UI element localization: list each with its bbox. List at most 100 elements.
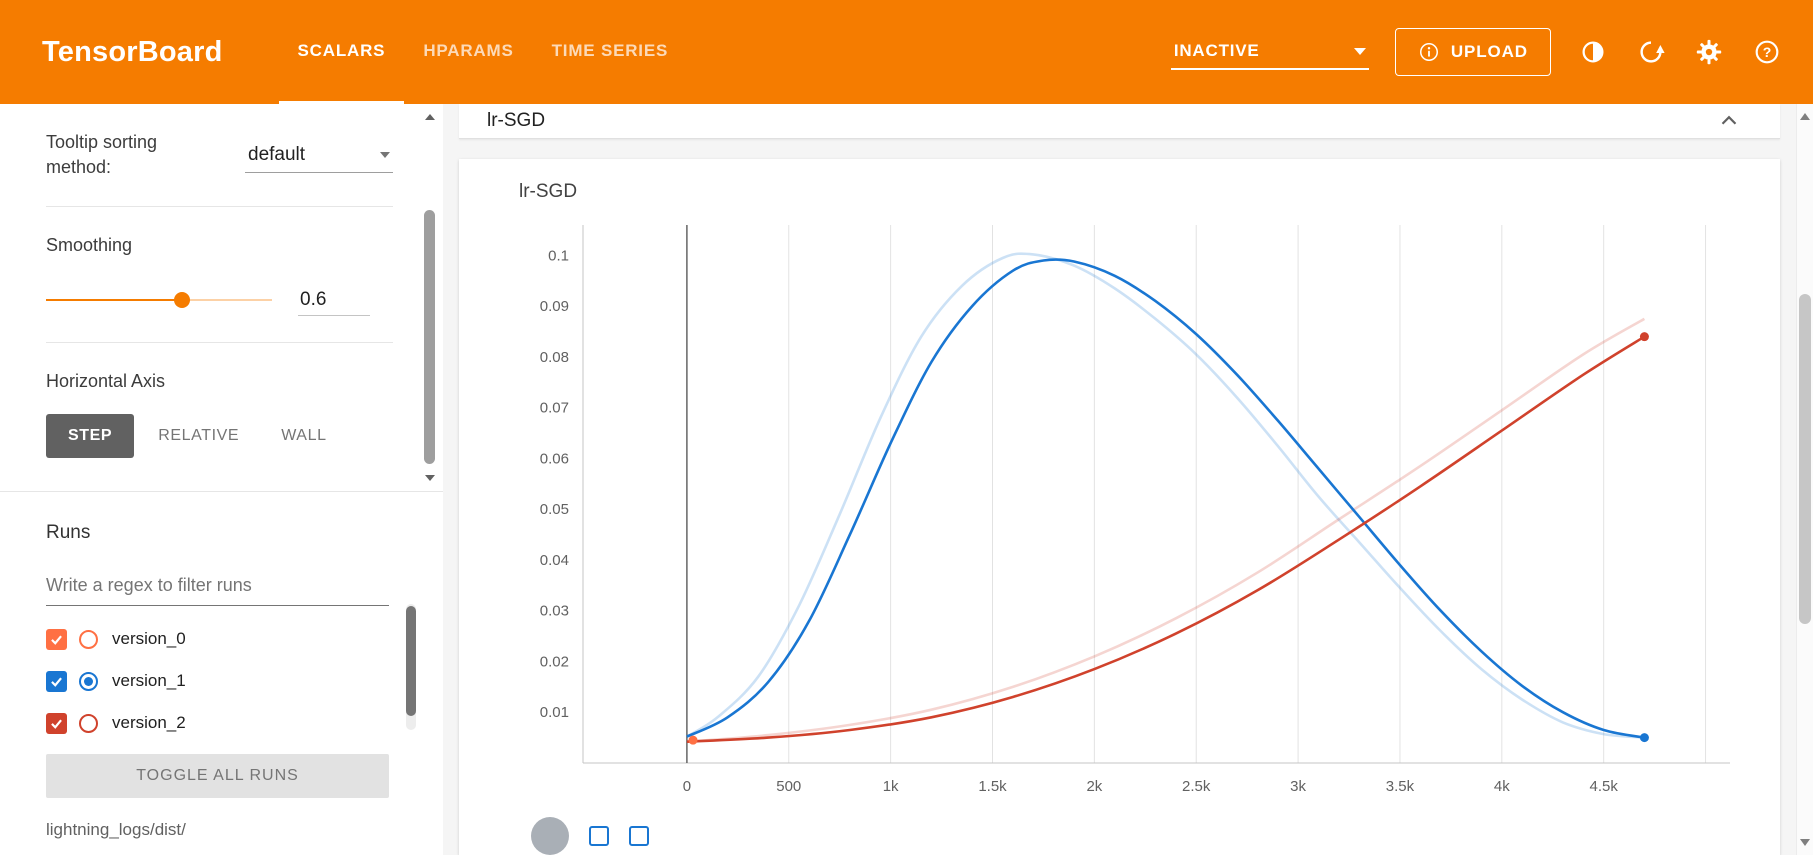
run-radio[interactable] <box>79 713 98 733</box>
refresh-button[interactable] <box>1635 36 1667 68</box>
refresh-icon <box>1636 37 1666 67</box>
svg-text:4k: 4k <box>1494 778 1510 795</box>
run-selector-button[interactable] <box>531 817 569 855</box>
run-radio[interactable] <box>79 629 98 649</box>
svg-text:1.5k: 1.5k <box>978 778 1007 795</box>
svg-text:2.5k: 2.5k <box>1182 778 1211 795</box>
axis-relative-button[interactable]: RELATIVE <box>140 414 257 458</box>
svg-text:2k: 2k <box>1086 778 1102 795</box>
status-dropdown[interactable]: INACTIVE <box>1170 34 1369 70</box>
gear-icon <box>1694 37 1724 67</box>
svg-text:0.1: 0.1 <box>548 247 569 264</box>
settings-panel: Tooltip sorting method: default Smoothin… <box>0 104 443 492</box>
chevron-up-icon <box>1721 115 1737 125</box>
svg-text:0.05: 0.05 <box>540 501 569 518</box>
divider <box>46 206 393 208</box>
collapse-section-button[interactable] <box>1716 108 1742 134</box>
svg-text:1k: 1k <box>883 778 899 795</box>
chart-card: lr-SGD 0 500 1k 1.5k 2k 2.5k 3k 3.5k 4k 4.5k 0.01 0… <box>459 159 1780 855</box>
log-directory-path: lightning_logs/dist/ <box>46 820 186 839</box>
tooltip-sorting-dropdown[interactable]: default <box>245 138 393 173</box>
runs-scrollbar-thumb[interactable] <box>406 606 416 716</box>
svg-text:0.07: 0.07 <box>540 400 569 417</box>
svg-text:0.08: 0.08 <box>540 349 569 366</box>
tooltip-sorting-label: Tooltip sorting method: <box>46 132 158 178</box>
chart-group-header[interactable]: lr-SGD <box>459 104 1780 139</box>
checkbox-icon[interactable] <box>629 826 649 846</box>
check-icon <box>51 634 62 645</box>
upload-label: UPLOAD <box>1450 42 1528 61</box>
check-icon <box>51 676 62 687</box>
svg-text:0.06: 0.06 <box>540 450 569 467</box>
run-checkbox[interactable] <box>46 712 67 734</box>
scroll-down-arrow-icon[interactable] <box>424 475 435 481</box>
check-icon <box>51 718 62 729</box>
page-body: Tooltip sorting method: default Smoothin… <box>0 104 1813 855</box>
chart-toolbar <box>483 817 1756 855</box>
scroll-up-arrow-icon[interactable] <box>1800 113 1810 120</box>
header-actions: INACTIVE UPLOAD <box>1170 0 1783 104</box>
run-checkbox[interactable] <box>46 670 67 692</box>
scroll-up-arrow-icon[interactable] <box>424 114 435 120</box>
svg-text:0.04: 0.04 <box>540 552 569 569</box>
checkbox-icon[interactable] <box>589 826 609 846</box>
svg-text:3.5k: 3.5k <box>1386 778 1415 795</box>
smoothing-value-input[interactable]: 0.6 <box>298 285 370 316</box>
upload-button[interactable]: UPLOAD <box>1394 28 1551 76</box>
settings-scrollbar-thumb[interactable] <box>424 210 435 464</box>
lr-sgd-line-chart[interactable]: 0 500 1k 1.5k 2k 2.5k 3k 3.5k 4k 4.5k 0.01 0.02 0.03… <box>483 213 1756 813</box>
runs-panel: Runs version_0 v <box>0 492 443 855</box>
status-dropdown-value: INACTIVE <box>1173 41 1260 60</box>
chevron-down-icon <box>1353 47 1366 55</box>
main-content: lr-SGD lr-SGD 0 500 1k 1.5k 2k 2.5k 3k 3.5k 4k 4.… <box>443 104 1796 855</box>
settings-button[interactable] <box>1693 36 1725 68</box>
tooltip-sorting-value: default <box>248 143 306 165</box>
runs-filter-input[interactable] <box>46 566 389 606</box>
svg-text:0.02: 0.02 <box>540 653 569 670</box>
tab-hparams[interactable]: HPARAMS <box>423 40 514 60</box>
horizontal-axis-label: Horizontal Axis <box>46 370 166 391</box>
axis-wall-button[interactable]: WALL <box>263 414 344 458</box>
run-radio[interactable] <box>79 671 98 691</box>
svg-text:3k: 3k <box>1290 778 1306 795</box>
tab-time-series[interactable]: TIME SERIES <box>551 40 669 60</box>
info-icon <box>1418 41 1440 63</box>
help-button[interactable]: ? <box>1751 36 1783 68</box>
svg-text:0: 0 <box>683 778 691 795</box>
smoothing-slider-thumb[interactable] <box>173 292 190 309</box>
page-scrollbar-thumb[interactable] <box>1799 294 1811 624</box>
run-list: version_0 version_1 vers <box>46 618 389 744</box>
chart-title: lr-SGD <box>519 181 578 202</box>
help-icon: ? <box>1752 37 1782 67</box>
scroll-down-arrow-icon[interactable] <box>1800 839 1810 846</box>
smoothing-slider-fill <box>46 299 182 302</box>
tab-scalars[interactable]: SCALARS <box>278 0 405 104</box>
sidebar: Tooltip sorting method: default Smoothin… <box>0 104 443 855</box>
tab-bar: SCALARS HPARAMS TIME SERIES <box>278 0 688 104</box>
svg-text:4.5k: 4.5k <box>1590 778 1619 795</box>
app-header: TensorBoard SCALARS HPARAMS TIME SERIES … <box>0 0 1813 104</box>
runs-heading: Runs <box>46 522 91 543</box>
run-row-version-2[interactable]: version_2 <box>46 702 389 744</box>
settings-scrollbar[interactable] <box>422 106 437 489</box>
brightness-toggle-button[interactable] <box>1577 36 1609 68</box>
chart-group-title: lr-SGD <box>487 110 546 131</box>
run-name: version_2 <box>112 713 186 732</box>
axis-step-button[interactable]: STEP <box>46 413 135 458</box>
smoothing-slider[interactable] <box>46 292 272 309</box>
svg-text:0.01: 0.01 <box>540 704 569 721</box>
page-scrollbar[interactable] <box>1796 104 1813 855</box>
run-row-version-0[interactable]: version_0 <box>46 618 389 660</box>
run-checkbox[interactable] <box>46 628 67 650</box>
brightness-icon <box>1578 37 1608 67</box>
svg-text:?: ? <box>1763 44 1772 60</box>
app-title: TensorBoard <box>42 35 223 68</box>
svg-text:0.09: 0.09 <box>540 298 569 315</box>
svg-text:0.03: 0.03 <box>540 603 569 620</box>
run-row-version-1[interactable]: version_1 <box>46 660 389 702</box>
divider <box>46 341 393 343</box>
toggle-all-runs-button[interactable]: TOGGLE ALL RUNS <box>46 754 389 798</box>
svg-text:500: 500 <box>776 778 801 795</box>
run-name: version_0 <box>112 629 186 648</box>
